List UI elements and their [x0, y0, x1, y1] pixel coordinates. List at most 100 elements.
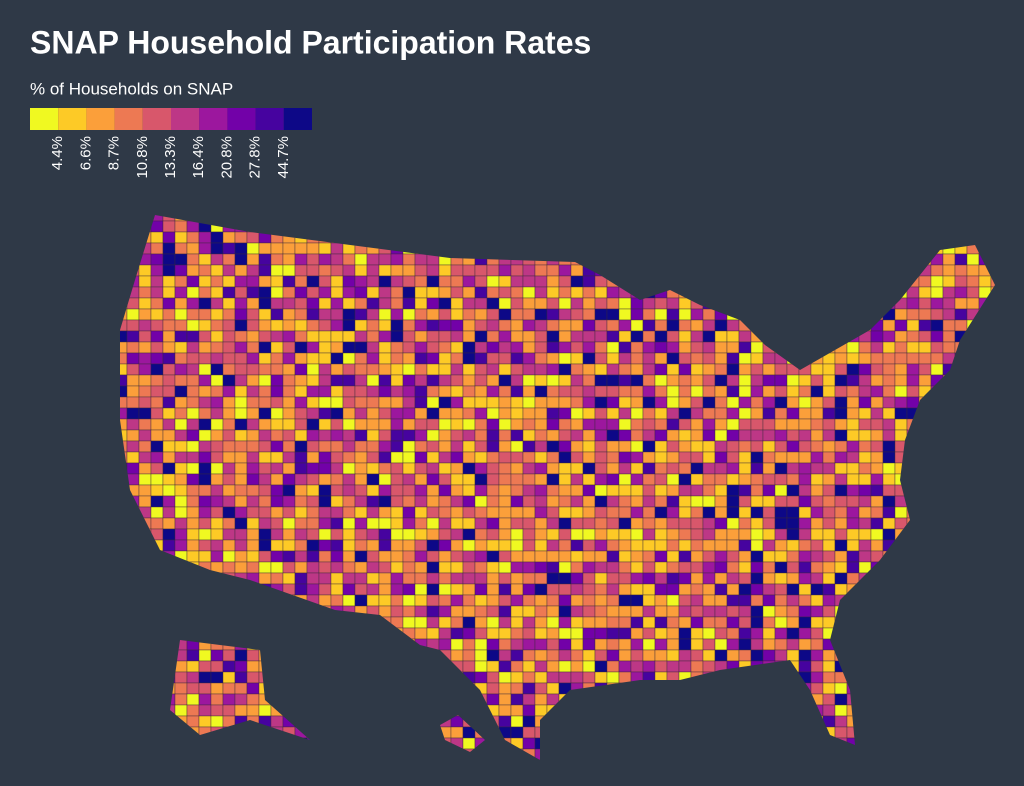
county-cell	[918, 418, 932, 431]
county-cell	[726, 396, 740, 409]
county-cell	[258, 396, 272, 409]
county-cell	[246, 539, 260, 552]
county-cell	[702, 759, 716, 760]
county-cell	[942, 627, 956, 640]
county-cell	[798, 363, 812, 376]
county-cell	[714, 495, 728, 508]
county-cell	[354, 726, 368, 739]
county-cell	[150, 297, 164, 310]
county-cell	[810, 308, 824, 321]
county-cell	[810, 363, 824, 376]
county-cell	[366, 506, 380, 519]
county-cell	[654, 726, 668, 739]
county-cell	[894, 517, 908, 530]
county-cell	[714, 550, 728, 563]
county-cell	[438, 704, 452, 717]
county-cell	[294, 495, 308, 508]
county-cell	[462, 605, 476, 618]
county-cell	[318, 264, 332, 277]
county-cell	[846, 264, 860, 277]
county-cell	[870, 517, 884, 530]
county-cell	[930, 242, 944, 255]
county-cell	[510, 561, 524, 574]
county-cell	[702, 308, 716, 321]
county-cell	[642, 341, 656, 354]
county-cell	[822, 242, 836, 255]
county-cell	[198, 726, 212, 739]
county-cell	[978, 352, 992, 365]
county-cell	[246, 264, 260, 277]
county-cell	[486, 385, 500, 398]
county-cell	[174, 286, 188, 299]
county-cell	[606, 352, 620, 365]
county-cell	[786, 682, 800, 695]
county-cell	[798, 385, 812, 398]
county-cell	[282, 748, 296, 760]
county-cell	[366, 374, 380, 387]
county-cell	[954, 748, 968, 760]
county-cell	[282, 215, 296, 222]
county-cell	[666, 297, 680, 310]
county-cell	[246, 495, 260, 508]
county-cell	[366, 737, 380, 750]
county-cell	[570, 561, 584, 574]
county-cell	[498, 473, 512, 486]
county-cell	[354, 495, 368, 508]
county-cell	[666, 462, 680, 475]
county-cell	[162, 759, 176, 760]
county-cell	[834, 462, 848, 475]
county-cell	[534, 693, 548, 706]
county-cell	[702, 418, 716, 431]
county-cell	[582, 308, 596, 321]
county-cell	[762, 484, 776, 497]
county-cell	[546, 737, 560, 750]
county-cell	[690, 484, 704, 497]
county-cell	[522, 253, 536, 266]
county-cell	[930, 726, 944, 739]
county-cell	[150, 759, 164, 760]
county-cell	[498, 660, 512, 673]
county-cell	[282, 572, 296, 585]
county-cell	[882, 363, 896, 376]
county-cell	[654, 286, 668, 299]
county-cell	[126, 616, 140, 629]
county-cell	[120, 660, 128, 673]
county-cell	[930, 352, 944, 365]
county-cell	[318, 627, 332, 640]
county-cell	[810, 297, 824, 310]
county-cell	[366, 495, 380, 508]
county-cell	[126, 715, 140, 728]
county-cell	[846, 517, 860, 530]
county-cell	[270, 286, 284, 299]
county-cell	[594, 649, 608, 662]
county-cell	[774, 484, 788, 497]
county-cell	[666, 649, 680, 662]
county-cell	[834, 418, 848, 431]
county-cell	[678, 286, 692, 299]
county-cell	[138, 385, 152, 398]
county-cell	[462, 495, 476, 508]
county-cell	[270, 649, 284, 662]
county-cell	[966, 462, 980, 475]
county-cell	[402, 550, 416, 563]
county-cell	[450, 220, 464, 233]
county-cell	[678, 517, 692, 530]
county-cell	[414, 352, 428, 365]
county-cell	[930, 473, 944, 486]
county-cell	[726, 352, 740, 365]
county-cell	[570, 693, 584, 706]
county-cell	[270, 275, 284, 288]
county-cell	[222, 484, 236, 497]
county-cell	[642, 517, 656, 530]
county-cell	[894, 638, 908, 651]
county-cell	[918, 341, 932, 354]
county-cell	[798, 616, 812, 629]
county-cell	[750, 638, 764, 651]
county-cell	[606, 231, 620, 244]
county-cell	[810, 715, 824, 728]
county-cell	[342, 341, 356, 354]
county-cell	[150, 638, 164, 651]
county-cell	[654, 429, 668, 442]
county-cell	[306, 748, 320, 760]
county-cell	[246, 451, 260, 464]
